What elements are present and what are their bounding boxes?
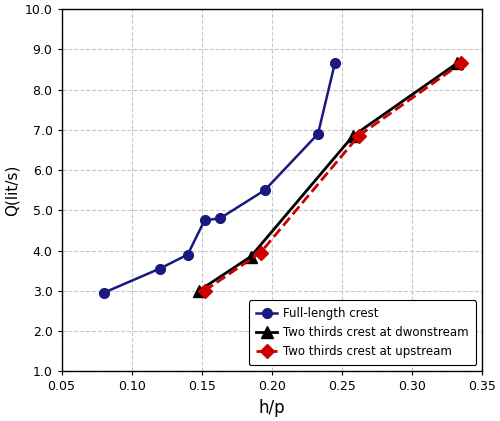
- Full-length crest: [262, 188, 268, 193]
- Two thirds crest at upstream: [202, 288, 207, 293]
- Full-length crest: [184, 252, 190, 257]
- Line: Two thirds crest at dwonstream: Two thirds crest at dwonstream: [192, 57, 463, 297]
- Full-length crest: [100, 290, 106, 295]
- Line: Full-length crest: Full-length crest: [99, 59, 340, 298]
- Y-axis label: Q(lit/s): Q(lit/s): [4, 165, 19, 216]
- Two thirds crest at dwonstream: [248, 254, 254, 259]
- Line: Two thirds crest at upstream: Two thirds crest at upstream: [200, 59, 466, 296]
- Two thirds crest at upstream: [356, 133, 362, 139]
- Legend: Full-length crest, Two thirds crest at dwonstream, Two thirds crest at upstream: Full-length crest, Two thirds crest at d…: [249, 300, 476, 365]
- X-axis label: h/p: h/p: [258, 399, 285, 417]
- Two thirds crest at dwonstream: [454, 61, 460, 66]
- Full-length crest: [332, 61, 338, 66]
- Two thirds crest at dwonstream: [196, 288, 202, 293]
- Two thirds crest at upstream: [458, 61, 464, 66]
- Full-length crest: [315, 131, 321, 136]
- Full-length crest: [202, 218, 207, 223]
- Full-length crest: [217, 216, 223, 221]
- Two thirds crest at dwonstream: [350, 133, 356, 139]
- Two thirds crest at upstream: [258, 250, 264, 255]
- Full-length crest: [156, 266, 162, 271]
